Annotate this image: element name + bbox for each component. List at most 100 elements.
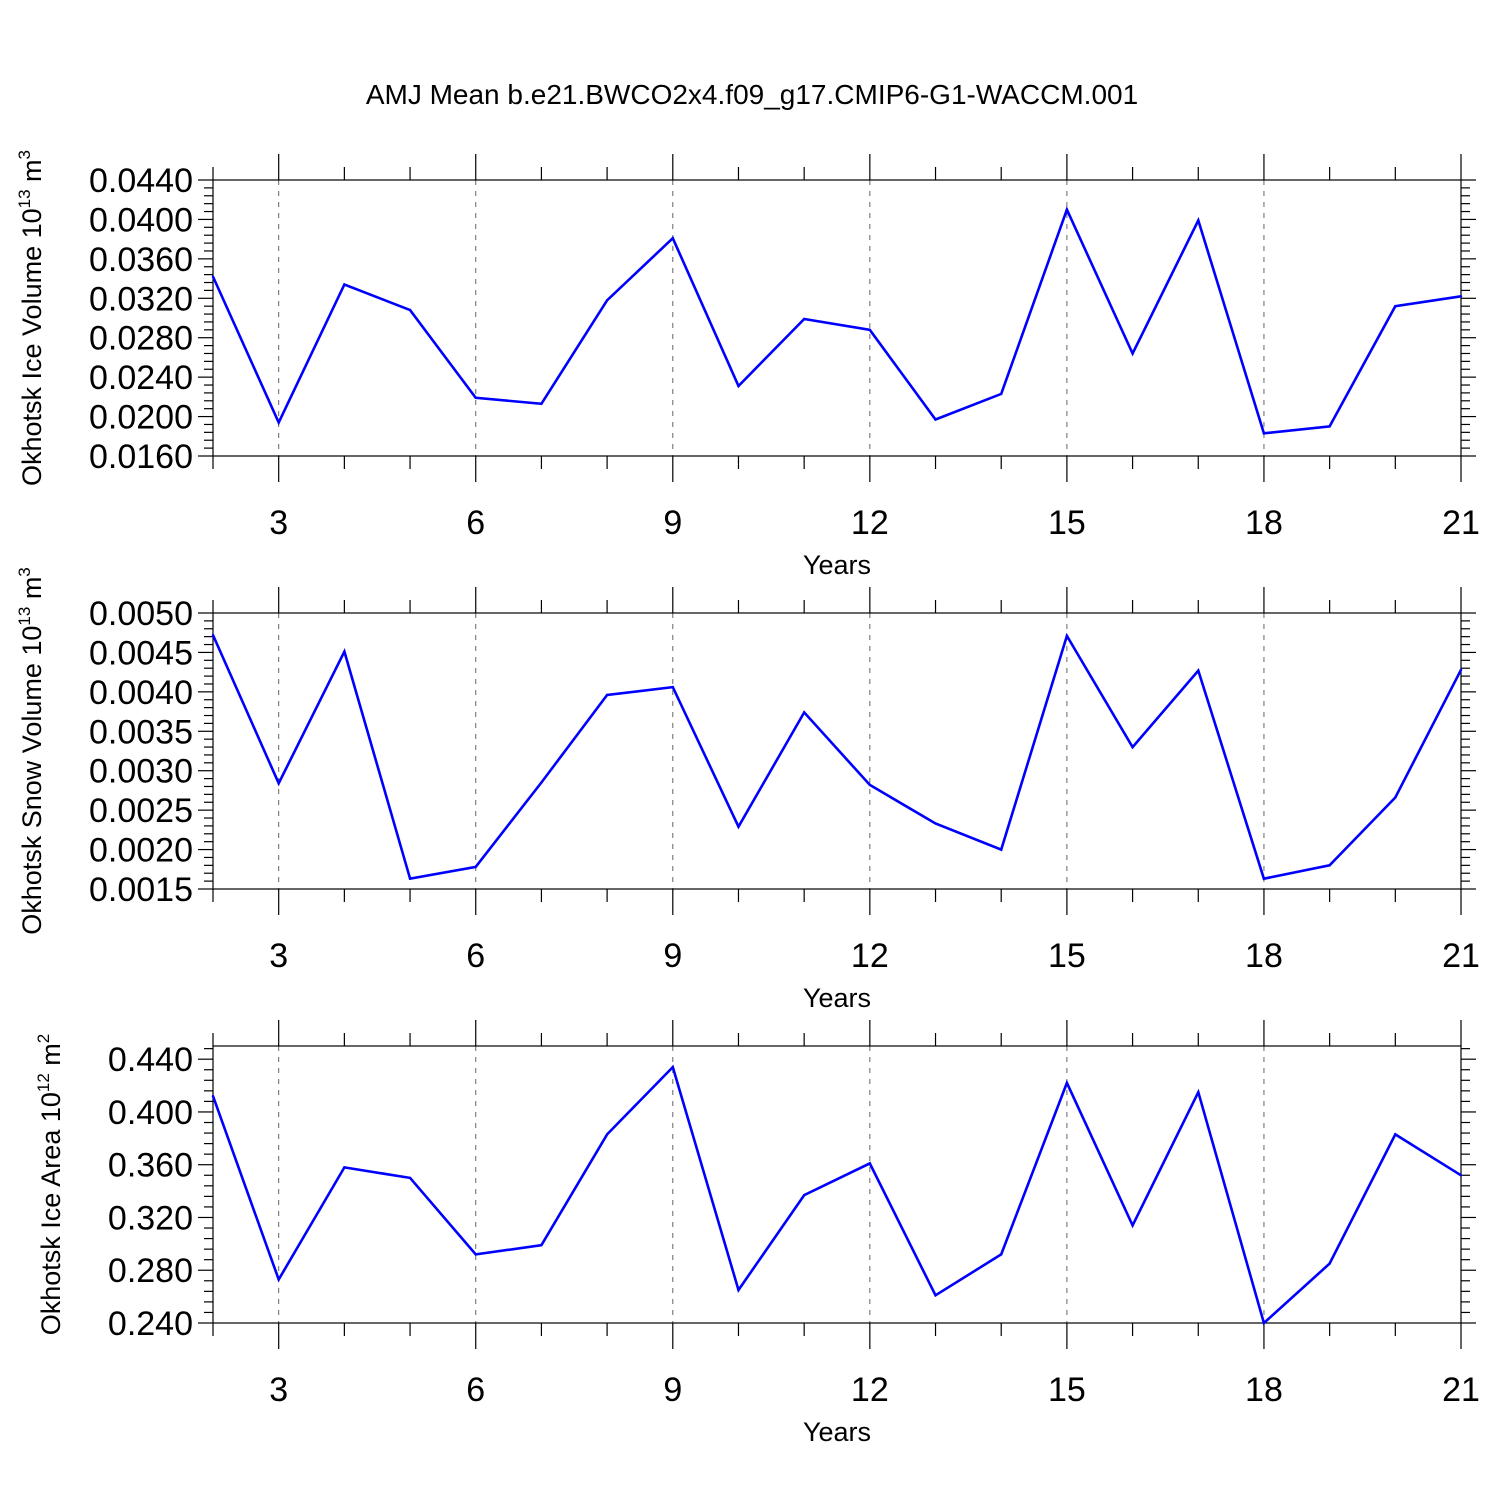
data-point [1197,1090,1200,1094]
chart-panel-1: 3 6 9 12 15 18 21 0.01600.02000.02400.02800.032… [15,150,1480,580]
data-point [1131,352,1134,355]
y-tick-label: 0.0400 [89,201,193,239]
x-tick-label: 18 [1245,504,1283,542]
data-point [737,1288,740,1292]
data-point [1459,1174,1463,1177]
data-point [1065,1081,1069,1085]
y-axis-label: Okhotsk Ice Area 1012 m2 [34,1034,66,1336]
y-tick-label: 0.440 [108,1041,193,1079]
x-tick-label: 18 [1245,937,1283,975]
data-point [737,825,740,828]
data-point [1328,1262,1331,1265]
x-tick-label: 21 [1442,937,1480,975]
y-tick-label: 0.0280 [89,320,193,358]
data-point [802,711,806,714]
data-point [408,1176,412,1180]
data-point [1000,392,1003,396]
data-point [868,1162,872,1165]
y-tick-label: 0.0015 [89,871,193,909]
x-axis-label: Years [803,983,871,1013]
x-tick-label: 3 [269,504,288,542]
x-tick-label: 15 [1048,937,1086,975]
panels: 3 6 9 12 15 18 21 0.01600.02000.02400.02800.032… [15,150,1480,1447]
data-point [605,1133,609,1136]
chart-title: AMJ Mean b.e21.BWCO2x4.f09_g17.CMIP6-G1-… [366,79,1138,110]
y-tick-label: 0.320 [108,1199,193,1237]
data-point [540,781,543,784]
y-tick-label: 0.0020 [89,832,193,870]
data-point [1262,1321,1266,1325]
data-point [540,402,543,405]
data-point [671,685,674,689]
data-point [1394,1133,1397,1136]
x-tick-label: 12 [851,504,889,542]
data-point [343,650,346,653]
chart-panel-2: 3 6 9 12 15 18 21 0.00150.00200.00250.00300.003… [15,567,1480,1013]
x-axis-label: Years [803,1417,871,1447]
x-tick-label: 6 [466,504,485,542]
data-point [802,317,806,321]
y-tick-label: 0.0040 [89,674,193,712]
data-point [1197,219,1200,222]
data-point [1394,796,1397,799]
data-point [671,236,674,240]
x-tick-label: 15 [1048,1371,1086,1409]
data-point [934,418,937,421]
x-tick-label: 21 [1442,504,1480,542]
data-point [277,782,280,785]
y-tick-label: 0.360 [108,1147,193,1185]
plot-frame [212,1045,1462,1324]
data-point [868,328,872,332]
data-point [1197,669,1200,672]
data-point [1131,1224,1134,1227]
data-point [737,384,740,388]
data-point [802,1193,806,1197]
x-tick-label: 12 [851,1371,889,1409]
x-tick-label: 9 [663,504,682,542]
data-point [343,283,346,286]
y-axis-label: Okhotsk Ice Volume 1013 m3 [15,150,47,486]
y-tick-label: 0.0200 [89,399,193,437]
data-point [474,865,477,869]
y-tick-label: 0.0025 [89,792,193,830]
data-point [671,1065,674,1069]
y-tick-label: 0.0240 [89,359,193,397]
data-point [211,633,215,637]
y-tick-label: 0.0440 [89,162,193,200]
data-point [1459,295,1463,298]
x-tick-label: 6 [466,937,485,975]
y-tick-label: 0.0045 [89,634,193,672]
data-point [211,1094,215,1098]
x-tick-label: 6 [466,1371,485,1409]
x-tick-label: 9 [663,1371,682,1409]
data-point [1459,668,1463,671]
data-point [1394,304,1397,308]
data-point [605,693,609,697]
plot-frame [212,179,1462,457]
y-tick-label: 0.0050 [89,595,193,633]
y-tick-label: 0.0320 [89,280,193,318]
x-tick-label: 12 [851,937,889,975]
data-point [1065,634,1069,638]
data-point [934,1294,937,1297]
data-point [540,1243,543,1247]
y-tick-label: 0.0030 [89,753,193,791]
data-point [1328,425,1331,428]
data-point [474,1253,477,1256]
data-point [408,877,412,880]
x-tick-label: 3 [269,937,288,975]
x-tick-label: 9 [663,937,682,975]
series-line [211,1064,1462,1326]
data-point [934,822,937,825]
y-tick-label: 0.240 [108,1305,193,1343]
chart-panel-3: 3 6 9 12 15 18 21 0.240 0.280 0.320 0.360 0.400 0.44… [34,1020,1480,1447]
y-tick-label: 0.0035 [89,713,193,751]
x-axis-label: Years [803,550,871,580]
y-tick-label: 0.400 [108,1094,193,1132]
x-tick-label: 15 [1048,504,1086,542]
data-point [605,299,609,302]
plot-frame [212,612,1462,890]
data-point [1262,877,1266,880]
data-point [1262,432,1266,435]
series-line [211,632,1463,881]
